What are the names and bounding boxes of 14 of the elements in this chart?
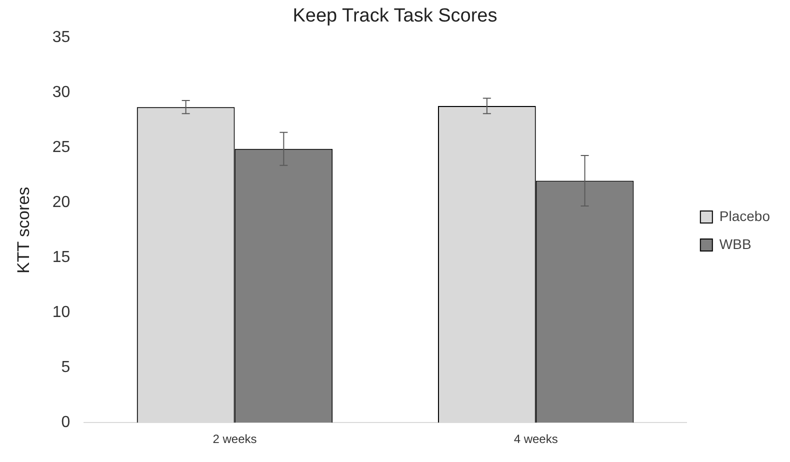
- y-tick-label: 5: [61, 359, 70, 376]
- chart-title: Keep Track Task Scores: [292, 6, 498, 27]
- x-tick-label: 4 weeks: [514, 432, 558, 446]
- y-axis-title: KTT scores: [14, 186, 33, 274]
- y-tick-label: 20: [52, 194, 70, 212]
- y-tick-label: 15: [52, 249, 70, 266]
- legend-label: WBB: [719, 236, 752, 252]
- y-tick-label: 30: [52, 84, 70, 102]
- y-tick-label: 0: [61, 414, 70, 432]
- y-tick-label: 10: [52, 304, 70, 322]
- legend-label: Placebo: [719, 208, 770, 224]
- x-tick-label: 2 weeks: [212, 432, 257, 446]
- y-tick-label: 25: [52, 139, 70, 156]
- y-tick-label: 35: [52, 29, 70, 46]
